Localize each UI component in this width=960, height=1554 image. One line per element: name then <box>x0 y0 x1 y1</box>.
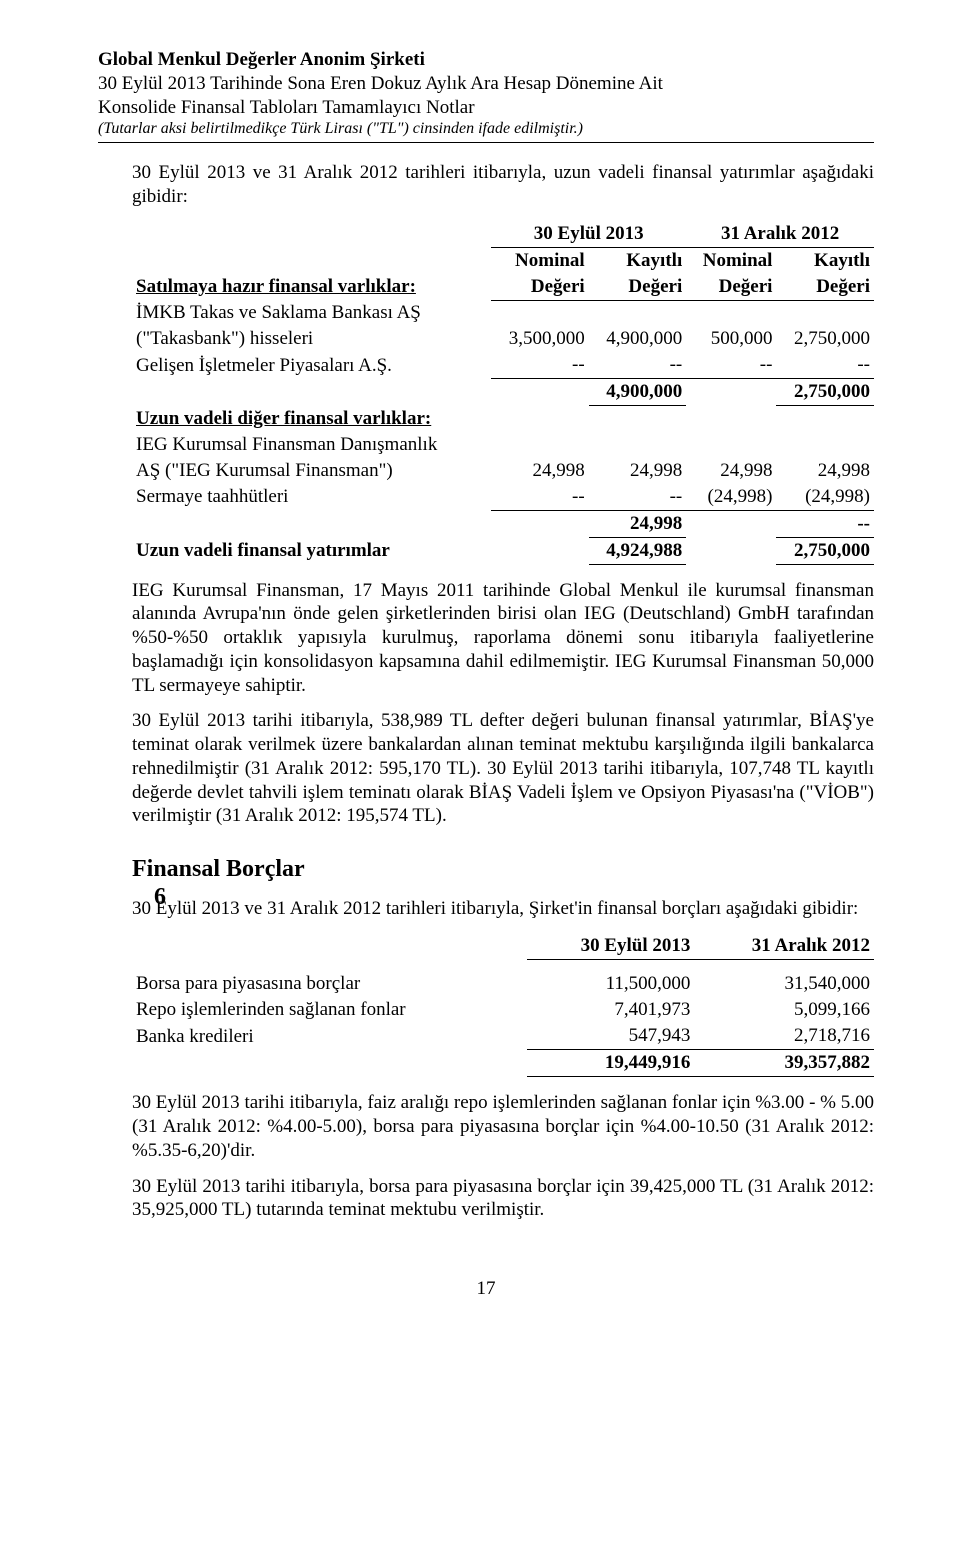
row-label: IEG Kurumsal Finansman Danışmanlık <box>132 432 491 458</box>
cell-value: -- <box>491 352 589 379</box>
subtotal-value: -- <box>776 510 874 537</box>
row-label: Gelişen İşletmeler Piyasaları A.Ş. <box>132 352 491 379</box>
row-label: Borsa para piyasasına borçlar <box>132 971 527 997</box>
company-name: Global Menkul Değerler Anonim Şirketi <box>98 48 874 72</box>
paragraph: IEG Kurumsal Finansman, 17 Mayıs 2011 ta… <box>132 579 874 698</box>
group-label: Satılmaya hazır finansal varlıklar: <box>132 274 491 301</box>
section-intro: 30 Eylül 2013 ve 31 Aralık 2012 tarihler… <box>132 897 874 921</box>
row-label: Repo işlemlerinden sağlanan fonlar <box>132 997 527 1023</box>
col-subheader: Değeri <box>491 274 589 301</box>
page-number: 17 <box>98 1278 874 1300</box>
cell-value: 24,998 <box>686 458 776 484</box>
table-row: Sermaye taahhütleri -- -- (24,998) (24,9… <box>132 484 874 511</box>
cell-value: 24,998 <box>776 458 874 484</box>
table-row: Nominal Kayıtlı Nominal Kayıtlı <box>132 247 874 274</box>
total-label: Uzun vadeli finansal yatırımlar <box>132 537 491 564</box>
row-label: ("Takasbank") hisseleri <box>132 326 491 352</box>
cell-value: 24,998 <box>491 458 589 484</box>
cell-value: 5,099,166 <box>694 997 874 1023</box>
cell-value: -- <box>589 484 687 511</box>
subtotal-value: 24,998 <box>589 510 687 537</box>
row-label: Banka kredileri <box>132 1023 527 1050</box>
header-line-2: 30 Eylül 2013 Tarihinde Sona Eren Dokuz … <box>98 72 874 96</box>
intro-paragraph: 30 Eylül 2013 ve 31 Aralık 2012 tarihler… <box>132 161 874 209</box>
period-header-1: 30 Eylül 2013 <box>527 933 695 960</box>
section-body-paragraphs: 30 Eylül 2013 tarihi itibarıyla, faiz ar… <box>132 1091 874 1222</box>
cell-value: 500,000 <box>686 326 776 352</box>
cell-value: -- <box>491 484 589 511</box>
row-label: AŞ ("IEG Kurumsal Finansman") <box>132 458 491 484</box>
col-subheader: Değeri <box>686 274 776 301</box>
cell-value: 2,750,000 <box>776 326 874 352</box>
cell-value: -- <box>589 352 687 379</box>
period-header-2: 31 Aralık 2012 <box>686 221 874 248</box>
header-divider <box>98 142 874 143</box>
table-row: Banka kredileri 547,943 2,718,716 <box>132 1023 874 1050</box>
row-label: İMKB Takas ve Saklama Bankası AŞ <box>132 300 491 326</box>
table-row: ("Takasbank") hisseleri 3,500,000 4,900,… <box>132 326 874 352</box>
table-row: 30 Eylül 2013 31 Aralık 2012 <box>132 221 874 248</box>
subtotal-value: 2,750,000 <box>776 379 874 406</box>
cell-value: 547,943 <box>527 1023 695 1050</box>
total-value: 39,357,882 <box>694 1050 874 1077</box>
col-header: Nominal <box>686 247 776 274</box>
table-row: Borsa para piyasasına borçlar 11,500,000… <box>132 971 874 997</box>
table-row: 24,998 -- <box>132 510 874 537</box>
col-header: Kayıtlı <box>589 247 687 274</box>
table-row <box>132 959 874 971</box>
table-row: Uzun vadeli finansal yatırımlar 4,924,98… <box>132 537 874 564</box>
col-header: Nominal <box>491 247 589 274</box>
table-row: 30 Eylül 2013 31 Aralık 2012 <box>132 933 874 960</box>
subtotal-value: 4,900,000 <box>589 379 687 406</box>
period-header-2: 31 Aralık 2012 <box>694 933 874 960</box>
paragraph: 30 Eylül 2013 tarihi itibarıyla, faiz ar… <box>132 1091 874 1162</box>
total-value: 19,449,916 <box>527 1050 695 1077</box>
cell-value: (24,998) <box>776 484 874 511</box>
cell-value: 3,500,000 <box>491 326 589 352</box>
cell-value: 7,401,973 <box>527 997 695 1023</box>
intro-text: 30 Eylül 2013 ve 31 Aralık 2012 tarihler… <box>132 161 874 209</box>
table-row: 4,900,000 2,750,000 <box>132 379 874 406</box>
page-header: Global Menkul Değerler Anonim Şirketi 30… <box>98 48 874 143</box>
long-term-investments-table: 30 Eylül 2013 31 Aralık 2012 Nominal Kay… <box>132 221 874 565</box>
cell-value: 31,540,000 <box>694 971 874 997</box>
paragraph: 30 Eylül 2013 tarihi itibarıyla, 538,989… <box>132 709 874 828</box>
table-row: Repo işlemlerinden sağlanan fonlar 7,401… <box>132 997 874 1023</box>
section-title: Finansal Borçlar <box>132 856 874 883</box>
cell-value: (24,998) <box>686 484 776 511</box>
table-row: IEG Kurumsal Finansman Danışmanlık <box>132 432 874 458</box>
total-value: 2,750,000 <box>776 537 874 564</box>
col-header: Kayıtlı <box>776 247 874 274</box>
period-header-1: 30 Eylül 2013 <box>491 221 686 248</box>
table-row: AŞ ("IEG Kurumsal Finansman") 24,998 24,… <box>132 458 874 484</box>
cell-value: 2,718,716 <box>694 1023 874 1050</box>
section-intro-text: 30 Eylül 2013 ve 31 Aralık 2012 tarihler… <box>132 897 874 921</box>
body-paragraphs: IEG Kurumsal Finansman, 17 Mayıs 2011 ta… <box>132 579 874 829</box>
header-disclaimer: (Tutarlar aksi belirtilmedikçe Türk Lira… <box>98 119 874 140</box>
header-line-3: Konsolide Finansal Tabloları Tamamlayıcı… <box>98 96 874 120</box>
row-label: Sermaye taahhütleri <box>132 484 491 511</box>
cell-value: 11,500,000 <box>527 971 695 997</box>
section-number: 6 <box>154 884 166 911</box>
financial-debts-table: 30 Eylül 2013 31 Aralık 2012 Borsa para … <box>132 933 874 1078</box>
table-row: Uzun vadeli diğer finansal varlıklar: <box>132 406 874 432</box>
total-value: 4,924,988 <box>589 537 687 564</box>
cell-value: 4,900,000 <box>589 326 687 352</box>
table-row: Satılmaya hazır finansal varlıklar: Değe… <box>132 274 874 301</box>
col-subheader: Değeri <box>776 274 874 301</box>
col-subheader: Değeri <box>589 274 687 301</box>
table-row: 19,449,916 39,357,882 <box>132 1050 874 1077</box>
table-row: İMKB Takas ve Saklama Bankası AŞ <box>132 300 874 326</box>
document-page: Global Menkul Değerler Anonim Şirketi 30… <box>0 0 960 1554</box>
cell-value: -- <box>776 352 874 379</box>
paragraph: 30 Eylül 2013 tarihi itibarıyla, borsa p… <box>132 1175 874 1223</box>
table-row: Gelişen İşletmeler Piyasaları A.Ş. -- --… <box>132 352 874 379</box>
group-label: Uzun vadeli diğer finansal varlıklar: <box>132 406 491 432</box>
cell-value: -- <box>686 352 776 379</box>
cell-value: 24,998 <box>589 458 687 484</box>
section-6: 6 Finansal Borçlar 30 Eylül 2013 ve 31 A… <box>98 856 874 1222</box>
